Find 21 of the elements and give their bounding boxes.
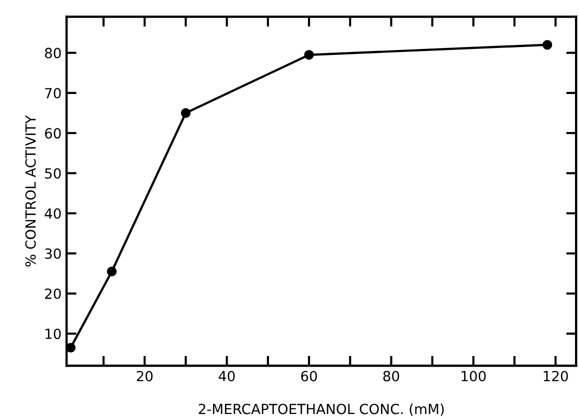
y-tick-label: 50 [45,168,61,179]
point [66,342,76,353]
x-tick-label: 80 [383,370,400,382]
x-axis-title: 2-MERCAPTOETHANOL CONC. (mM) [198,404,444,416]
point [542,40,552,50]
y-tick-label: 60 [45,128,61,139]
point [180,108,191,118]
x-tick-label: 120 [544,370,568,382]
x-tick-label: 100 [462,370,486,382]
y-tick-label: 70 [45,88,61,98]
x-tick-label: 20 [136,370,153,382]
y-axis-title: % CONTROL ACTIVITY [25,115,36,266]
x-tick-label: 60 [301,370,317,382]
x-tick-label: 40 [218,370,235,382]
y-tick-label: 80 [44,48,61,58]
y-tick-label: 10 [46,328,61,340]
y-tick-label: 20 [45,288,61,300]
point [304,50,314,60]
y-tick-label: 30 [45,248,61,259]
point [106,266,117,276]
y-tick-label: 40 [44,208,61,219]
